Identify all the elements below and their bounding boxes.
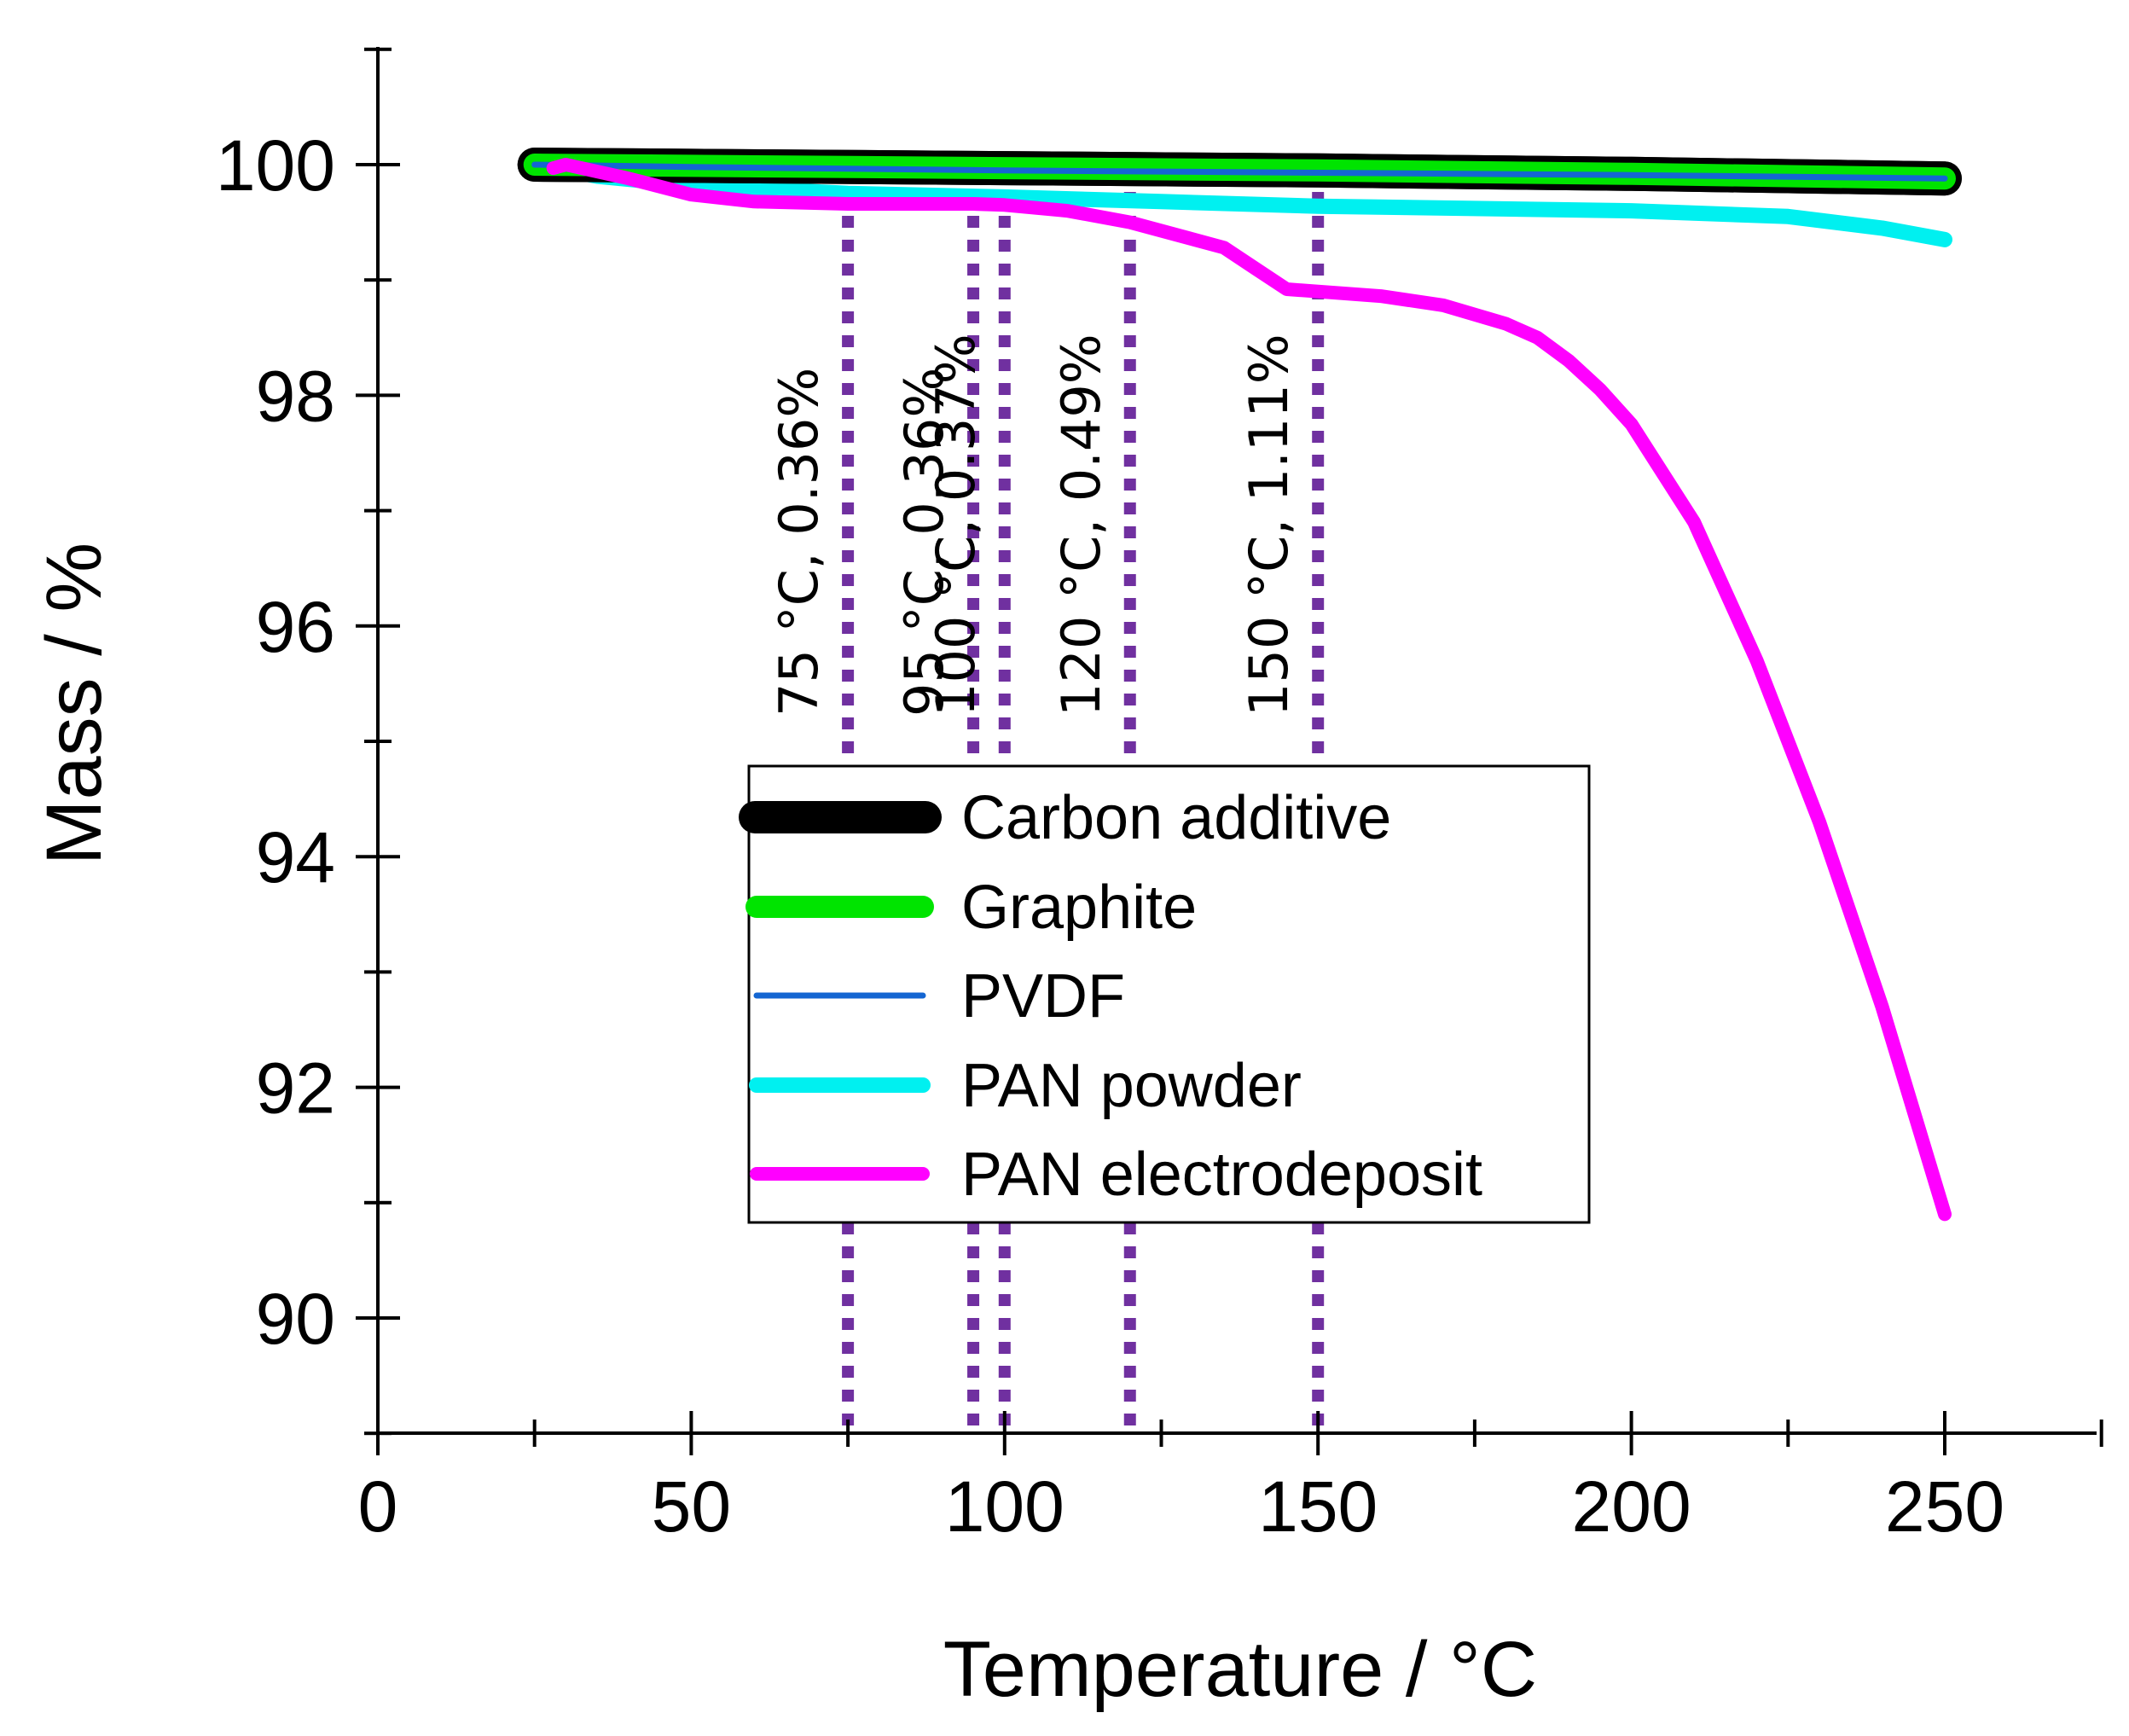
legend-label-pan-electrodeposit: PAN electrodeposit — [961, 1141, 1482, 1209]
legend-label-pan-powder: PAN powder — [961, 1052, 1302, 1120]
legend-label-pvdf: PVDF — [961, 962, 1125, 1031]
legend-item-carbon-additive: Carbon additive — [739, 784, 1391, 852]
y-tick-label: 96 — [256, 587, 335, 667]
annotation-label-120: 120 °C, 0.49% — [1050, 334, 1112, 717]
annotation-label-150: 150 °C, 1.11% — [1238, 334, 1300, 717]
y-tick-label: 92 — [256, 1048, 335, 1129]
series-line-pvdf — [531, 161, 1948, 182]
annotation-label-95: 95 °C, 0.36% — [893, 368, 955, 717]
x-tick-label: 50 — [652, 1466, 731, 1547]
series-layer — [517, 148, 1962, 1222]
legend-item-pan-electrodeposit: PAN electrodeposit — [750, 1141, 1482, 1209]
x-axis-title-text: Temperature / — [943, 1626, 1449, 1713]
annotation-layer: 75 °C, 0.36% 95 °C, 0.36%100 °C, 0.37% 120… — [768, 192, 1325, 1431]
axes: 0 50 100 150 200 250 90 92 94 96 98 100 — [216, 47, 2103, 1547]
legend-label-carbon-additive: Carbon additive — [961, 784, 1391, 852]
annotation-label-75: 75 °C, 0.36% — [768, 368, 830, 717]
legend-item-pvdf: PVDF — [753, 962, 1125, 1031]
x-tick-label: 0 — [358, 1466, 398, 1547]
y-tick-label: 90 — [256, 1279, 335, 1359]
y-tick-label: 98 — [256, 356, 335, 436]
x-axis-title: Temperature / °C — [943, 1626, 1537, 1713]
x-tick-label: 150 — [1258, 1466, 1378, 1547]
series-line-pan-electrodeposit — [546, 158, 1952, 1222]
y-axis-title: Mass / % — [31, 543, 118, 865]
annotation-label-100: 100 °C, 0.37% — [925, 334, 987, 717]
x-axis-title-unit: °C — [1449, 1626, 1537, 1713]
x-tick-label: 100 — [945, 1466, 1064, 1547]
legend-label-graphite: Graphite — [961, 874, 1197, 942]
x-tick-label: 250 — [1885, 1466, 2004, 1547]
legend-item-pan-powder: PAN powder — [749, 1052, 1302, 1120]
legend-item-graphite: Graphite — [745, 874, 1197, 942]
x-tick-label: 200 — [1572, 1466, 1691, 1547]
legend: Carbon additive Graphite PVDF PAN powder… — [739, 764, 1591, 1224]
y-tick-label: 94 — [256, 817, 335, 897]
y-tick-label: 100 — [216, 125, 335, 206]
